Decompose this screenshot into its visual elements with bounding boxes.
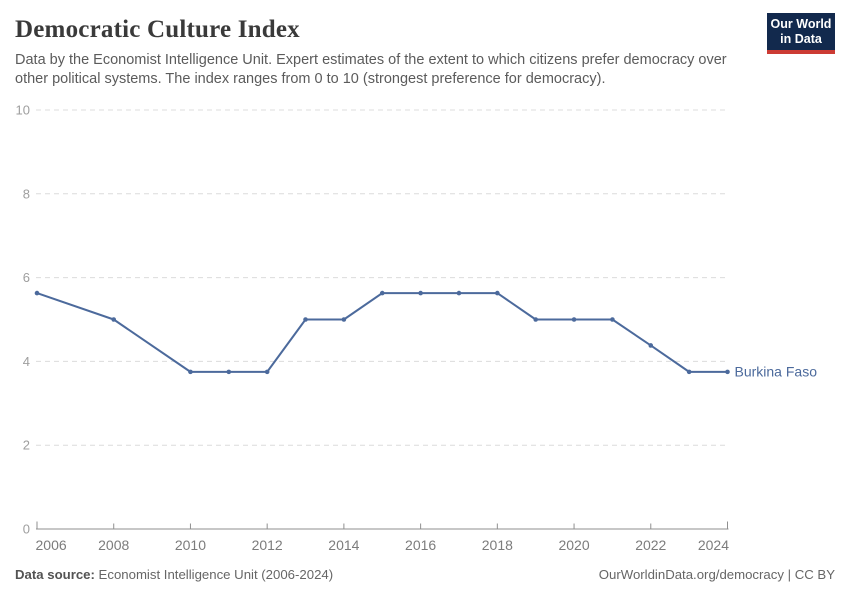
y-tick-label: 10 xyxy=(16,103,30,118)
series-line-burkina-faso[interactable] xyxy=(36,292,729,373)
chart-area: 0 2 4 6 8 10 2006 2008 2010 2012 2014 2016 2018 2020 2… xyxy=(0,95,850,560)
chart-header: Democratic Culture Index Our World in Da… xyxy=(0,0,850,89)
y-tick-label: 6 xyxy=(23,270,30,285)
owid-logo[interactable]: Our World in Data xyxy=(767,13,835,54)
data-point-2010[interactable] xyxy=(188,369,193,375)
x-tick-label: 2024 xyxy=(698,537,729,553)
data-source-text: Economist Intelligence Unit (2006-2024) xyxy=(94,567,334,582)
y-tick-label: 4 xyxy=(23,354,30,369)
x-tick-label: 2006 xyxy=(36,537,67,553)
data-point-2020[interactable] xyxy=(571,317,577,322)
owid-logo-line1: Our World xyxy=(770,17,832,31)
data-point-2018[interactable] xyxy=(495,290,500,296)
x-tick-label: 2018 xyxy=(482,537,513,553)
data-point-2017[interactable] xyxy=(456,290,462,296)
data-point-2023[interactable] xyxy=(686,369,692,375)
data-point-2015[interactable] xyxy=(379,290,385,296)
x-tick-label: 2012 xyxy=(252,537,283,553)
data-point-2006[interactable] xyxy=(34,290,40,296)
chart-footer: Data source: Economist Intelligence Unit… xyxy=(15,567,835,582)
data-point-2024[interactable] xyxy=(725,369,730,375)
chart-title: Democratic Culture Index xyxy=(15,16,300,43)
x-tick-label: 2008 xyxy=(98,537,129,553)
data-point-2011[interactable] xyxy=(226,369,232,375)
data-point-2022[interactable] xyxy=(648,343,654,348)
x-tick-label: 2022 xyxy=(635,537,666,553)
data-point-2021[interactable] xyxy=(610,317,615,322)
data-point-2014[interactable] xyxy=(341,317,347,322)
data-source: Data source: Economist Intelligence Unit… xyxy=(15,567,333,582)
data-point-2019[interactable] xyxy=(533,317,538,322)
data-point-2013[interactable] xyxy=(303,317,308,322)
x-tick-label: 2020 xyxy=(558,537,589,553)
series-end-label[interactable]: Burkina Faso xyxy=(735,363,818,379)
data-point-2012[interactable] xyxy=(264,369,270,375)
data-point-2008[interactable] xyxy=(111,317,117,322)
footer-credit-link[interactable]: OurWorldinData.org/democracy | CC BY xyxy=(598,567,835,582)
line-chart-canvas[interactable]: 0 2 4 6 8 10 2006 2008 2010 2012 2014 2016 2018 2020 2… xyxy=(0,95,850,560)
data-source-label: Data source: xyxy=(15,567,95,582)
y-tick-label: 8 xyxy=(23,186,30,201)
owid-logo-line2: in Data xyxy=(780,32,822,46)
chart-subtitle: Data by the Economist Intelligence Unit.… xyxy=(15,52,727,88)
y-tick-label: 0 xyxy=(23,522,30,537)
data-point-2016[interactable] xyxy=(418,290,423,296)
x-tick-label: 2010 xyxy=(175,537,206,553)
x-tick-label: 2014 xyxy=(328,537,359,553)
y-tick-label: 2 xyxy=(23,438,30,453)
x-tick-label: 2016 xyxy=(405,537,436,553)
